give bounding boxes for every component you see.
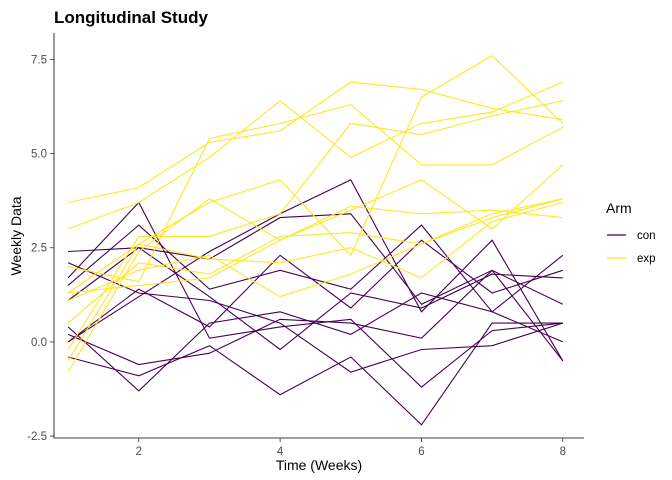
exp-subject-line-5 [67,100,563,350]
y-tick-label: 0.0 [31,337,47,349]
exp-subject-line-4 [67,198,563,373]
y-tick-label: 2.5 [31,243,47,255]
exp-subject-line-7 [67,201,563,362]
con-subject-line-10 [67,224,564,343]
x-tick-label: 8 [560,446,566,458]
legend-title: Arm [606,200,632,216]
exp-subject-line-9 [68,164,564,294]
y-tick-label: -2.5 [27,431,47,443]
con-subject-line-9 [67,239,563,343]
con-subject-line-2 [67,213,564,305]
exp-subject-line-3 [67,54,564,294]
x-tick-label: 2 [136,446,142,458]
y-tick-label: 5.0 [31,149,47,161]
x-ticks: 2 4 6 8 [136,438,566,458]
con-subject-line-3 [68,247,563,351]
x-axis-label: Time (Weeks) [276,457,362,473]
x-tick-label: 4 [277,446,284,458]
con-subject-line-4 [67,179,564,362]
x-tick-label: 6 [418,446,424,458]
exp-subject-line-1 [67,81,563,204]
legend-entries: con exp [607,230,656,265]
chart-title: Longitudinal Study [54,8,208,27]
x-axis: 2 4 6 8 [54,437,584,458]
exp-subject-line-2 [67,81,564,230]
con-subject-line-1 [67,269,564,366]
legend-label-con: con [637,230,656,242]
y-axis-label: Weekly Data [8,196,24,275]
plot-lines [67,54,564,426]
exp-subject-line-8 [67,103,564,283]
exp-subject-line-6 [67,198,563,324]
y-ticks: -2.5 0.0 2.5 5.0 7.5 [27,54,54,443]
legend: Arm con exp [606,200,656,265]
con-subject-line-8 [67,262,563,373]
y-axis: -2.5 0.0 2.5 5.0 7.5 [27,33,55,443]
exp-subject-line-10 [67,198,563,302]
y-tick-label: 7.5 [31,54,47,66]
legend-label-exp: exp [637,253,656,265]
con-subject-line-7 [67,322,563,426]
